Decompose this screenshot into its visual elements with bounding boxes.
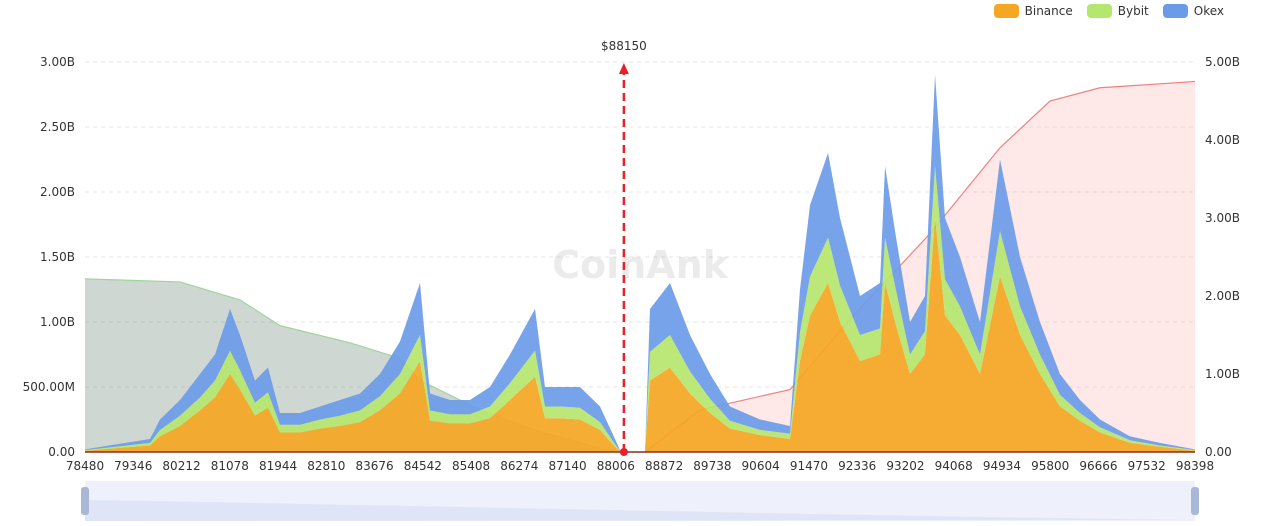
x-tick-label: 84542: [404, 459, 442, 473]
series-okex-area: [85, 75, 1195, 452]
legend-label-okex: Okex: [1193, 4, 1224, 18]
x-tick-label: 83676: [355, 459, 393, 473]
y-left-tick-label: 3.00B: [40, 55, 75, 69]
x-tick-label: 95800: [1031, 459, 1069, 473]
legend-swatch-binance: [993, 4, 1019, 18]
x-tick-label: 86274: [500, 459, 538, 473]
y-right-tick-label: 3.00B: [1205, 211, 1240, 225]
y-left-tick-label: 2.00B: [40, 185, 75, 199]
zoom-slider-handle-left[interactable]: [81, 487, 89, 515]
legend-swatch-bybit: [1086, 4, 1112, 18]
legend-swatch-okex: [1162, 4, 1188, 18]
x-tick-label: 91470: [790, 459, 828, 473]
y-left-tick-label: 0.00: [48, 445, 75, 459]
legend-item-binance[interactable]: Binance: [993, 4, 1073, 18]
current-price-arrow-icon: [618, 63, 629, 74]
zoom-slider-preview: [85, 500, 1195, 521]
current-price-label: $88150: [601, 39, 647, 53]
series-binance-area: [85, 218, 1195, 452]
x-tick-label: 82810: [307, 459, 345, 473]
zoom-slider-handle-right[interactable]: [1191, 487, 1199, 515]
legend-item-bybit[interactable]: Bybit: [1086, 4, 1149, 18]
legend-label-binance: Binance: [1024, 4, 1073, 18]
x-tick-label: 81944: [259, 459, 297, 473]
x-tick-label: 94934: [983, 459, 1021, 473]
x-tick-label: 93202: [886, 459, 924, 473]
x-tick-label: 85408: [452, 459, 490, 473]
x-tick-label: 97532: [1128, 459, 1166, 473]
legend-item-okex[interactable]: Okex: [1162, 4, 1224, 18]
x-tick-label: 92336: [838, 459, 876, 473]
x-tick-label: 96666: [1079, 459, 1117, 473]
x-tick-label: 88006: [597, 459, 635, 473]
x-tick-label: 90604: [742, 459, 780, 473]
x-tick-label: 80212: [162, 459, 200, 473]
x-tick-label: 87140: [549, 459, 587, 473]
x-tick-label: 89738: [693, 459, 731, 473]
y-right-tick-label: 1.00B: [1205, 367, 1240, 381]
x-tick-label: 81078: [211, 459, 249, 473]
cumulative-long-area: [645, 81, 1195, 452]
y-right-tick-label: 4.00B: [1205, 133, 1240, 147]
current-price-dot: [619, 448, 628, 456]
watermark: CoinAnk: [552, 243, 729, 287]
x-tick-label: 79346: [114, 459, 152, 473]
y-left-tick-label: 500.00M: [23, 380, 75, 394]
x-tick-label: 78480: [66, 459, 104, 473]
y-right-tick-label: 5.00B: [1205, 55, 1240, 69]
x-tick-label: 88872: [645, 459, 683, 473]
y-right-tick-label: 0.00: [1205, 445, 1232, 459]
legend-label-bybit: Bybit: [1117, 4, 1149, 18]
y-left-tick-label: 2.50B: [40, 120, 75, 134]
x-tick-label: 94068: [935, 459, 973, 473]
y-right-tick-label: 2.00B: [1205, 289, 1240, 303]
chart-legend: Binance Bybit Okex: [993, 4, 1224, 18]
y-left-tick-label: 1.50B: [40, 250, 75, 264]
y-left-tick-label: 1.00B: [40, 315, 75, 329]
x-tick-label: 98398: [1176, 459, 1214, 473]
